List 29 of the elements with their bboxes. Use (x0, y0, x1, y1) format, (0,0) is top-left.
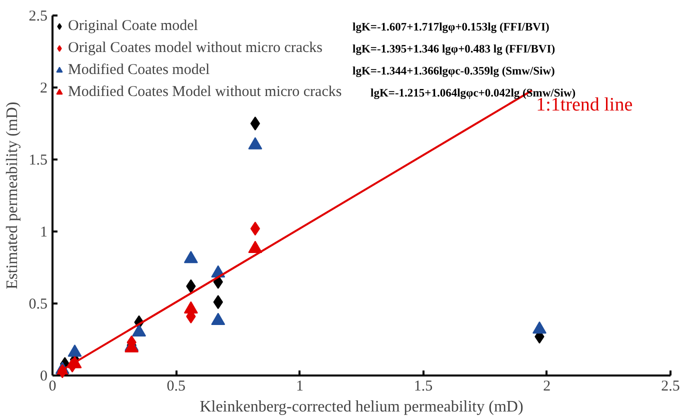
point (184, 250, 198, 264)
point (67, 358, 78, 372)
x-tick-label: 2.5 (661, 378, 680, 394)
x-tick-label: 2 (543, 378, 551, 394)
annotation: lgK=-1.395+1.346 lgφ+0.483 lg (FFI/BVI) (352, 44, 556, 56)
y-tick-label: 0.5 (28, 296, 48, 312)
point (250, 116, 260, 130)
x-tick-label: 1.5 (414, 378, 433, 394)
y-tick-label: 1 (40, 224, 48, 240)
y-tick-label: 1.5 (28, 152, 48, 168)
y-tick-label: 0 (40, 368, 48, 384)
annotation: lgK=-1.344+1.366lgφc-0.359lg (Smw/Siw) (352, 66, 556, 78)
y-tick-label: 2.5 (28, 8, 48, 24)
point (248, 240, 262, 254)
legend-label: Modified Coates model (68, 60, 210, 80)
y-tick-label: 2 (40, 80, 48, 96)
x-axis-title: Kleinkenberg-corrected helium permeability (mD) (200, 398, 524, 416)
x-tick-label: 1 (296, 378, 304, 394)
legend-label: Original Coate model (68, 16, 198, 36)
point (132, 324, 146, 337)
x-tick-label: 0.5 (166, 378, 186, 394)
point (250, 222, 260, 236)
point (68, 344, 82, 357)
annotation: lgK=-1.607+1.717lgφ+0.153lg (FFI/BVI) (352, 22, 550, 34)
y-axis-title: Estimated permeability (mD) (4, 102, 21, 290)
point (211, 312, 226, 326)
point (532, 321, 546, 334)
legend-label: Modified Coates Model without micro cracks (68, 82, 342, 102)
legend-label: Origal Coates model without micro cracks (68, 38, 323, 58)
